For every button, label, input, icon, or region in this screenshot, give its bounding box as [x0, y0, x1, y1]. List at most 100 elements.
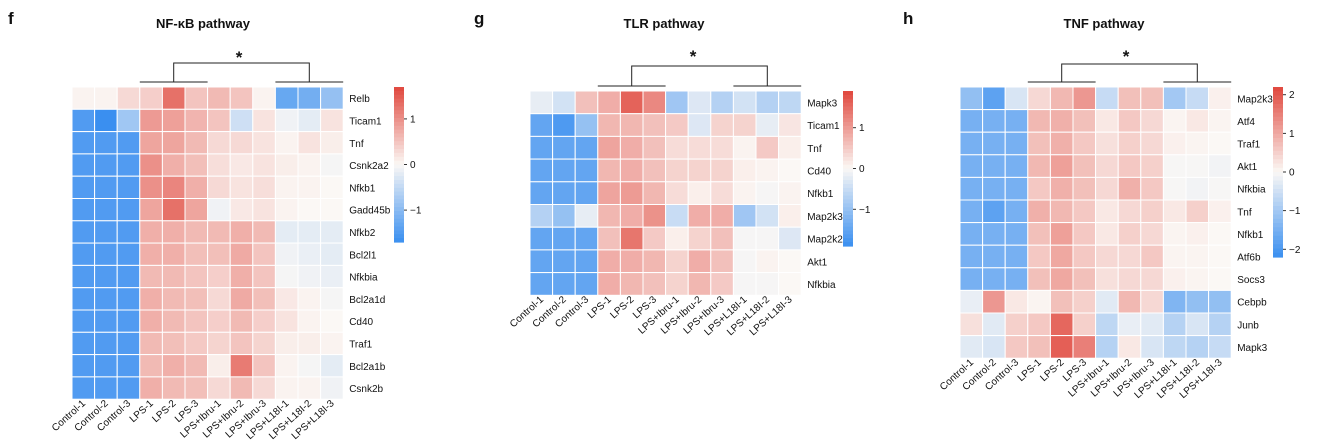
colorbar-segment [394, 121, 404, 127]
panel-letter: g [474, 9, 484, 28]
heatmap-cell [959, 109, 984, 133]
row-label: Nfkbia [349, 273, 378, 284]
colorbar-segment [1273, 112, 1283, 118]
colorbar-segment [394, 110, 404, 115]
heatmap-cell [1027, 176, 1051, 201]
heatmap-cell [529, 158, 554, 183]
heatmap-cell [207, 86, 231, 110]
row-label: Bcl2a1b [349, 362, 386, 373]
heatmap-cell [139, 264, 163, 289]
heatmap-cell [1185, 222, 1210, 246]
colorbar-segment [1273, 163, 1283, 169]
heatmap-cell [320, 309, 344, 333]
row-label: Csnk2a2 [349, 161, 389, 172]
heatmap-cell [1095, 131, 1119, 156]
heatmap-cell [529, 204, 554, 228]
heatmap-cell [1027, 109, 1051, 133]
colorbar-tick-label: −2 [1289, 245, 1301, 256]
heatmap-cell [161, 309, 186, 333]
heatmap-cell [552, 90, 576, 115]
heatmap-cell [252, 376, 276, 400]
heatmap-cell [1162, 335, 1187, 359]
heatmap-cell [184, 220, 209, 244]
colorbar-segment [1273, 240, 1283, 245]
heatmap-cell [1072, 312, 1097, 337]
heatmap-cell [274, 153, 299, 177]
colorbar-segment [394, 160, 404, 166]
heatmap-cell [1049, 86, 1074, 111]
heatmap-cell [297, 264, 322, 289]
colorbar-segment [843, 215, 853, 220]
row-label: Nfkb1 [349, 183, 376, 194]
colorbar-segment [1273, 125, 1283, 131]
row-label: Nfkbia [1237, 185, 1266, 196]
heatmap-cell [94, 354, 118, 378]
heatmap-cell [184, 175, 209, 199]
heatmap-cell [574, 113, 599, 137]
colorbar-segment [1273, 252, 1283, 258]
heatmap-cell [1049, 289, 1074, 314]
significance-asterisk: * [690, 47, 697, 66]
heatmap-cell [1185, 176, 1210, 201]
heatmap-cell [1095, 154, 1119, 178]
heatmap-cell [959, 86, 984, 111]
heatmap-cell [1162, 109, 1187, 133]
heatmap-cell [552, 135, 576, 160]
colorbar-segment [394, 102, 404, 107]
heatmap-cell [297, 198, 322, 222]
colorbar-tick-label: 1 [1289, 129, 1295, 140]
heatmap-cell [597, 226, 621, 251]
heatmap-cell [320, 108, 344, 133]
colorbar-segment [843, 118, 853, 123]
heatmap-cell [1072, 244, 1097, 269]
heatmap-cell [1162, 267, 1187, 291]
heatmap-cell [252, 331, 276, 356]
heatmap-cell [687, 135, 712, 160]
heatmap-cell [1004, 154, 1029, 178]
heatmap-cell [94, 131, 118, 155]
heatmap-cell [1027, 267, 1051, 291]
heatmap-cell [687, 113, 712, 137]
heatmap-cell [229, 198, 254, 222]
heatmap-cell [1162, 199, 1187, 224]
heatmap-cell [274, 309, 299, 333]
heatmap-cell [687, 90, 712, 115]
heatmap-cell [139, 242, 163, 266]
row-label: Cebpb [1237, 298, 1267, 309]
heatmap-cell [94, 86, 118, 110]
heatmap-cell [642, 204, 667, 228]
heatmap-cell [1049, 222, 1074, 246]
heatmap-cell [71, 309, 96, 333]
heatmap-panel-nfkb: f NF-κB pathway * Relb Ticam1 Tnf Csnk2a2 Nf… [8, 9, 422, 442]
heatmap-cell [710, 204, 734, 228]
heatmap-cell [574, 226, 599, 251]
heatmap-cell [297, 331, 322, 356]
heatmap-cell [665, 204, 689, 228]
colorbar-tick-label: 0 [859, 164, 865, 175]
heatmap-cell [665, 249, 689, 274]
heatmap-cell [252, 242, 276, 266]
colorbar-segment [394, 152, 404, 158]
heatmap-cell [139, 354, 163, 378]
colorbar-segment [394, 214, 404, 220]
significance-asterisk: * [236, 48, 243, 67]
heatmap-cell [71, 242, 96, 266]
colorbar-segment [394, 106, 404, 111]
heatmap-cell [94, 264, 118, 289]
colorbar-tick-label: 1 [410, 114, 416, 125]
heatmap-cell [116, 198, 141, 222]
heatmap-cell [1004, 312, 1029, 337]
heatmap-cell [184, 242, 209, 266]
heatmap-cell [1117, 154, 1142, 178]
heatmap-cell [1049, 131, 1074, 156]
colorbar-segment [1273, 87, 1283, 92]
colorbar-segment [1273, 218, 1283, 224]
heatmap-cell [71, 198, 96, 222]
heatmap-cell [1185, 335, 1210, 359]
row-label: Nfkbia [807, 280, 836, 291]
heatmap-cell [642, 90, 667, 115]
heatmap-cell [71, 264, 96, 289]
heatmap-cell [116, 153, 141, 177]
heatmap-cell [1140, 244, 1164, 269]
heatmap-cell [252, 264, 276, 289]
